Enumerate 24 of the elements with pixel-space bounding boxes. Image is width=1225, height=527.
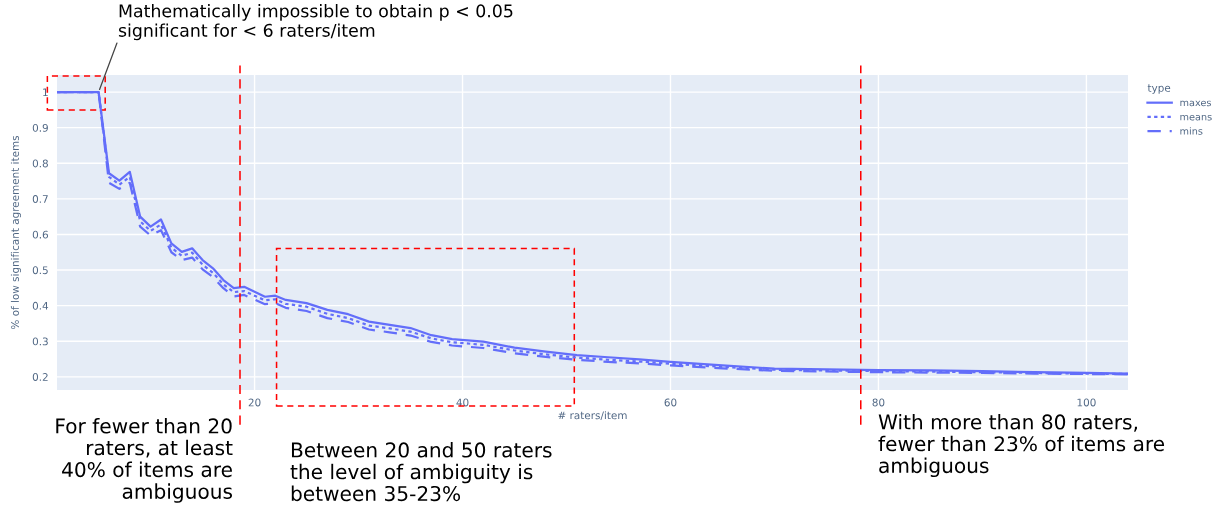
x-tick-label: 60 xyxy=(664,398,677,407)
y-tick-label: 0.7 xyxy=(32,195,48,203)
x-tick-label: 100 xyxy=(1077,398,1096,407)
legend-label: maxes xyxy=(1180,100,1211,107)
legend-label: mins xyxy=(1180,127,1203,135)
y-tick-label: 1 xyxy=(43,88,48,97)
x-tick-label: 40 xyxy=(456,398,469,407)
annotation: Mathematically impossible to obtain p < 0.05 significant for < 6 raters/item xyxy=(118,4,513,41)
legend-label: means xyxy=(1180,114,1212,121)
y-tick-label: 0.3 xyxy=(32,337,48,346)
x-tick-label: 20 xyxy=(248,398,261,407)
y-tick-label: 0.4 xyxy=(32,301,49,310)
x-tick-label: 80 xyxy=(872,398,885,407)
text: For fewer than 20 raters, at least 40% of items are ambiguous xyxy=(56,418,233,503)
y-tick-label: 0.6 xyxy=(32,230,49,239)
text: Between 20 and 50 raters the level of ambiguity is between 35-23% xyxy=(290,442,552,502)
y-tick-label: 0.8 xyxy=(32,159,48,168)
y-tick-label: 0.9 xyxy=(32,123,48,132)
legend-title: type xyxy=(1147,84,1171,94)
x-axis-title: # raters/item xyxy=(558,411,627,421)
y-tick-label: 0.5 xyxy=(32,266,48,275)
y-tick-label: 0.2 xyxy=(32,373,48,381)
text: With more than 80 raters, fewer than 23% of items are ambiguous xyxy=(878,414,1165,478)
y-axis-title: % of low significant agreement items xyxy=(10,135,21,329)
